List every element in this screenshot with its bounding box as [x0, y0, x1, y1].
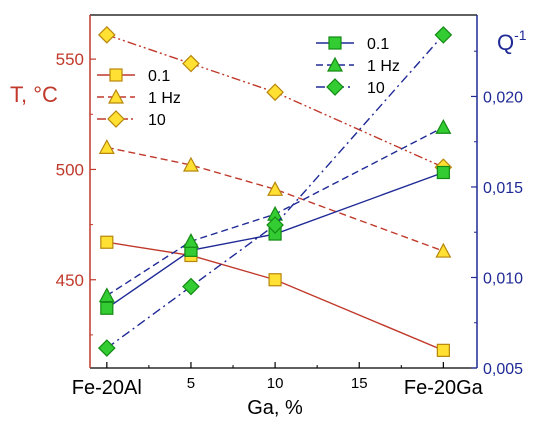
data-point	[437, 344, 449, 356]
data-point	[183, 56, 199, 72]
series-line	[107, 242, 444, 350]
left-y-axis-title: T, °C	[10, 82, 58, 107]
data-point	[100, 289, 114, 302]
data-point	[269, 274, 281, 286]
data-point	[184, 234, 198, 247]
data-point	[267, 84, 283, 100]
legend-marker	[110, 69, 122, 81]
x-axis-tick-label: Fe-20Al	[72, 377, 142, 399]
data-point	[99, 340, 115, 356]
legend-label: 1 Hz	[367, 58, 400, 75]
data-point	[101, 302, 113, 314]
left-axis-tick-label: 550	[56, 50, 84, 69]
right-axis-tick-label: 0,010	[483, 270, 523, 287]
data-point	[268, 182, 282, 195]
legend-marker	[327, 79, 343, 95]
legend-item: 10	[316, 79, 385, 97]
legend-item: 1 Hz	[97, 90, 181, 107]
legend-item: 0.1	[316, 36, 389, 53]
legend-marker	[329, 37, 341, 49]
legend-label: 0.1	[148, 68, 170, 85]
legend-left: 0.1 1 Hz 10	[97, 68, 181, 129]
legend-item: 10	[97, 111, 166, 129]
left-y-axis: 450 500 550	[56, 15, 96, 368]
legend-label: 1 Hz	[148, 90, 181, 107]
right-axis-tick-label: 0,015	[483, 180, 523, 197]
data-point	[100, 140, 114, 153]
data-point	[183, 279, 199, 295]
right-y-axis: 0,005 0,010 0,015 0,020	[471, 15, 523, 378]
data-point	[437, 166, 449, 178]
right-y-axis-title: Q-1	[497, 27, 527, 55]
series-left-0	[101, 236, 450, 356]
data-point	[101, 236, 113, 248]
legend-item: 1 Hz	[316, 58, 400, 75]
legend-right: 0.1 1 Hz 10	[316, 36, 400, 97]
x-axis-tick-label: Fe-20Ga	[404, 377, 484, 399]
legend-label: 10	[148, 112, 166, 129]
x-axis-tick-label: 5	[187, 375, 195, 392]
left-axis-tick-label: 500	[56, 160, 84, 179]
x-axis-title: Ga, %	[247, 397, 303, 419]
legend-label: 10	[367, 80, 385, 97]
x-axis-tick-label: 10	[267, 375, 284, 392]
left-axis-tick-label: 450	[56, 271, 84, 290]
legend-label: 0.1	[367, 36, 389, 53]
legend-item: 0.1	[97, 68, 170, 85]
x-axis-tick-label: 15	[351, 375, 368, 392]
right-y-axis-title-sup: -1	[514, 27, 527, 43]
right-axis-tick-label: 0,005	[483, 361, 523, 378]
right-y-axis-title-base: Q	[497, 30, 514, 55]
data-point	[436, 120, 450, 133]
data-point	[436, 244, 450, 257]
data-point	[99, 27, 115, 43]
data-point	[435, 27, 451, 43]
legend-marker	[108, 111, 124, 127]
right-axis-tick-label: 0,020	[483, 89, 523, 106]
